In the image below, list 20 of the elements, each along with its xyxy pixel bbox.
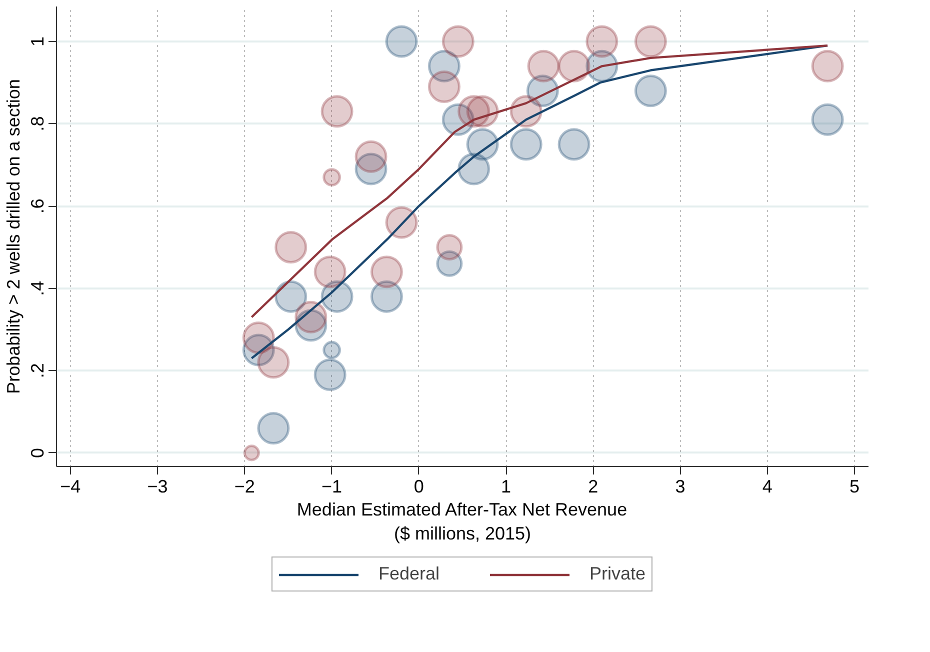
y-axis-title: Probability > 2 wells drilled on a section	[4, 79, 24, 394]
y-tick-label: .8	[28, 116, 48, 132]
x-tick-label: −4	[60, 476, 81, 496]
x-tick-label: 1	[501, 476, 512, 496]
x-tick-label: 4	[762, 476, 772, 496]
legend-label: Private	[590, 564, 646, 584]
legend-label: Federal	[378, 564, 440, 584]
x-tick-label: 0	[414, 476, 424, 496]
y-tick-label: .2	[28, 363, 48, 378]
y-tick-label: 1	[28, 36, 48, 46]
y-tick-label: 0	[28, 448, 48, 458]
x-tick-label: 3	[675, 476, 686, 496]
x-tick-label: −1	[322, 476, 342, 496]
y-tick-label: .6	[28, 198, 48, 214]
y-tick-label: .4	[28, 280, 48, 296]
x-tick-label: −2	[234, 476, 255, 496]
x-axis-title: Median Estimated After-Tax Net Revenue ($ millions, 2015)	[296, 500, 628, 544]
x-tick-label: 2	[588, 476, 598, 496]
x-tick-label: −3	[147, 476, 168, 496]
x-tick-label: 5	[850, 476, 860, 496]
